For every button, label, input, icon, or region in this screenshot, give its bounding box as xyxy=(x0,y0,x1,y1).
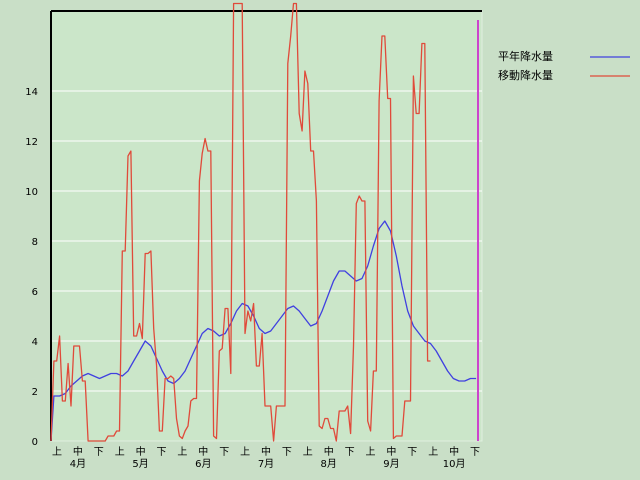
x-period-label: 中 xyxy=(198,445,208,458)
x-period-label: 下 xyxy=(94,447,104,458)
y-tick-label: 0 xyxy=(32,437,38,448)
x-period-label: 中 xyxy=(449,445,459,458)
y-tick-label: 4 xyxy=(32,337,38,348)
series-line-moving xyxy=(50,2,431,442)
x-month-label: 4月 xyxy=(70,458,86,470)
x-period-label: 下 xyxy=(157,447,167,458)
gridlines xyxy=(51,90,482,392)
x-period-label: 下 xyxy=(219,447,229,458)
x-period-label: 上 xyxy=(177,446,187,458)
x-period-label: 上 xyxy=(428,446,438,458)
x-month-label: 10月 xyxy=(443,458,466,470)
x-period-label: 上 xyxy=(52,446,62,458)
y-axis-ticks: 0 2 4 6 8 10 12 14 xyxy=(25,87,38,448)
x-period-label: 上 xyxy=(240,446,250,458)
series-layer xyxy=(50,2,477,442)
x-month-label: 6月 xyxy=(195,458,211,470)
y-tick-label: 2 xyxy=(32,387,38,398)
x-period-label: 中 xyxy=(261,445,271,458)
x-month-label: 9月 xyxy=(383,458,399,470)
y-tick-label: 14 xyxy=(25,87,38,98)
x-period-label: 上 xyxy=(303,446,313,458)
x-period-label: 中 xyxy=(386,445,396,458)
x-month-label: 5月 xyxy=(132,458,148,470)
x-month-label: 7月 xyxy=(258,458,274,470)
x-period-label: 上 xyxy=(366,446,376,458)
x-period-label: 下 xyxy=(470,447,480,458)
x-period-label: 下 xyxy=(407,447,417,458)
x-period-label: 下 xyxy=(282,447,292,458)
x-period-label: 下 xyxy=(345,447,355,458)
series-line-normal xyxy=(50,220,477,442)
legend-label-normal: 平年降水量 xyxy=(498,49,553,63)
x-axis-ticks: 上中下上中下上中下上中下上中下上中下上中下4月 5月 6月 7月 8月 9月 10月 xyxy=(52,445,480,470)
x-period-label: 中 xyxy=(73,445,83,458)
x-period-label: 中 xyxy=(136,445,146,458)
x-month-label: 8月 xyxy=(321,458,337,470)
x-period-label: 上 xyxy=(115,446,125,458)
y-tick-label: 12 xyxy=(25,137,38,148)
x-period-label: 中 xyxy=(324,445,334,458)
legend-label-moving: 移動降水量 xyxy=(498,68,553,82)
y-tick-label: 6 xyxy=(32,287,38,298)
plot-area xyxy=(50,10,483,442)
y-tick-label: 10 xyxy=(25,187,38,198)
y-tick-label: 8 xyxy=(32,237,38,248)
legend: 平年降水量 移動降水量 xyxy=(498,49,630,82)
